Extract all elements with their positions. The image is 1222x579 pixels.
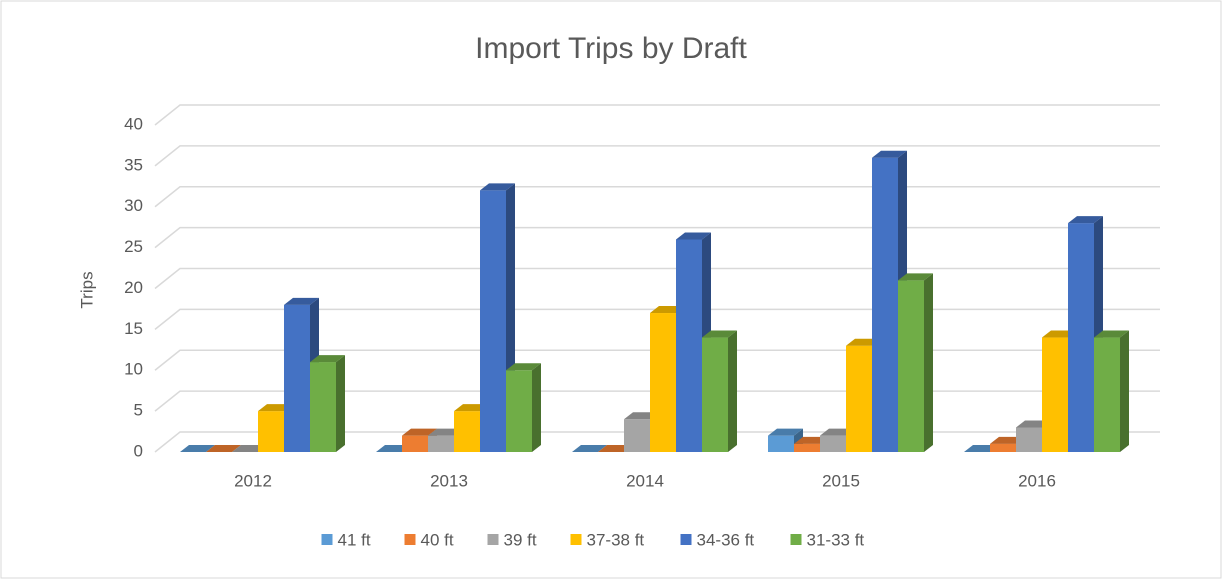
bar (180, 445, 215, 452)
y-tick-label: 10 (124, 360, 143, 379)
bar-side (728, 330, 737, 452)
bar-side (924, 273, 933, 452)
x-tick-label: 2015 (822, 471, 860, 490)
bar-side (1120, 330, 1129, 452)
bar-side (532, 363, 541, 452)
bar (1094, 330, 1129, 452)
bar-top (180, 445, 215, 452)
bar-front (872, 157, 898, 452)
grid-line (154, 349, 1160, 371)
grid-line (154, 104, 1160, 126)
bar-front (990, 443, 1016, 452)
bar-front (624, 419, 650, 452)
x-tick-label: 2014 (626, 471, 664, 490)
bar-front (650, 313, 676, 452)
y-tick-label: 15 (124, 319, 143, 338)
legend-label: 34-36 ft (697, 530, 755, 549)
bar-top (676, 232, 711, 240)
legend-swatch (790, 534, 802, 545)
bar (506, 363, 541, 452)
bar (572, 445, 607, 452)
grid-line (154, 145, 1160, 167)
y-tick-label: 5 (134, 401, 143, 420)
y-tick-label: 20 (124, 278, 143, 297)
bar-front (898, 280, 924, 452)
bar-front (676, 239, 702, 452)
legend: 41 ft 40 ft 39 ft 37-38 ft 34-36 ft 31-33 ft (321, 530, 865, 549)
grid-line (154, 226, 1160, 249)
bar-front (310, 362, 336, 452)
bar-front (480, 190, 506, 452)
bar-top (402, 428, 437, 436)
bar-top (768, 428, 803, 436)
bar-front (702, 337, 728, 452)
legend-label: 41 ft (338, 530, 371, 549)
y-tick-label: 0 (134, 441, 143, 460)
x-tick-label: 2013 (430, 471, 468, 490)
y-tick-label: 25 (124, 237, 143, 256)
bar-top (480, 183, 515, 191)
y-tick-label: 40 (124, 114, 143, 133)
legend-label: 37-38 ft (587, 530, 645, 549)
bar-top (310, 355, 345, 363)
bar-front (402, 435, 428, 452)
bar-front (506, 370, 532, 452)
grid-line (154, 308, 1160, 330)
bar (702, 330, 737, 452)
legend-label: 40 ft (421, 530, 454, 549)
bar-front (820, 435, 846, 452)
bar-front (1094, 337, 1120, 452)
bar-top (572, 445, 607, 452)
grid-line (154, 390, 1160, 412)
legend-swatch (321, 534, 333, 545)
bar-front (846, 345, 872, 452)
bar-front (768, 435, 794, 452)
bar-front (428, 435, 454, 452)
y-axis-title: Trips (77, 271, 96, 308)
grid-line (154, 186, 1160, 208)
bar-top (898, 273, 933, 281)
bar (310, 355, 345, 452)
bar-top (506, 363, 541, 371)
bar-front (794, 443, 820, 452)
bar-top (206, 445, 241, 452)
y-tick-label: 35 (124, 155, 143, 174)
legend-swatch (487, 534, 499, 545)
legend-label: 31-33 ft (807, 530, 865, 549)
chart-title: Import Trips by Draft (475, 32, 747, 65)
grid-line (154, 267, 1160, 290)
bar-front (1016, 427, 1042, 452)
bar-front (454, 411, 480, 452)
bar-side (336, 355, 345, 452)
legend-swatch (570, 534, 582, 545)
x-tick-label: 2016 (1018, 471, 1056, 490)
bar-top (872, 150, 907, 158)
bar-front (284, 304, 310, 452)
bar-front (1042, 337, 1068, 452)
legend-swatch (404, 534, 416, 545)
bar-top (702, 330, 737, 338)
y-tick-label: 30 (124, 196, 143, 215)
bar (898, 273, 933, 452)
bar-top (1068, 216, 1103, 224)
x-tick-label: 2012 (234, 471, 272, 490)
legend-label: 39 ft (504, 530, 537, 549)
bar-top (284, 297, 319, 305)
bar (206, 445, 241, 452)
bar-top (1094, 330, 1129, 338)
legend-swatch (680, 534, 692, 545)
bar-front (1068, 223, 1094, 452)
bar-front (258, 411, 284, 452)
